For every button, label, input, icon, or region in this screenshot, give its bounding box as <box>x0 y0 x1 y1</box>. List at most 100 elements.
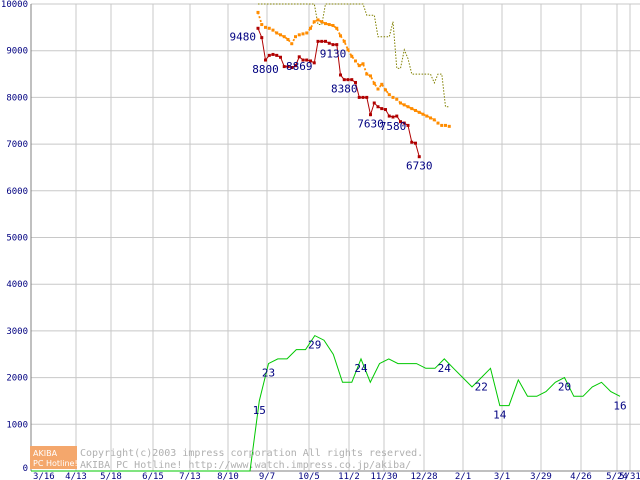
x-tick-label: 3/29 <box>530 472 552 480</box>
logo-text-top: AKIBA <box>33 449 58 458</box>
series-marker-2 <box>279 55 282 59</box>
series-marker-2 <box>346 78 350 82</box>
series-marker-1 <box>391 95 395 99</box>
series-marker-1 <box>365 72 369 76</box>
series-line-1 <box>257 12 450 128</box>
series-marker-2 <box>271 52 275 56</box>
series-marker-1 <box>417 110 421 114</box>
series-marker-1 <box>376 87 380 91</box>
series-marker-1 <box>324 22 327 26</box>
series-marker-2 <box>357 95 361 99</box>
series-marker-1 <box>357 64 361 68</box>
series-marker-1 <box>436 121 440 125</box>
data-label: 24 <box>438 362 452 375</box>
x-tick-label: 12/28 <box>410 472 437 480</box>
series-marker-1 <box>429 116 432 120</box>
y-tick-label: 2000 <box>6 374 28 384</box>
series-marker-1 <box>384 88 387 92</box>
series-marker-2 <box>301 58 305 62</box>
series-marker-1 <box>309 26 312 30</box>
series-marker-2 <box>369 113 372 117</box>
series-marker-1 <box>342 39 346 43</box>
series-marker-1 <box>331 23 335 27</box>
series-marker-1 <box>290 42 294 46</box>
series-marker-2 <box>331 43 335 47</box>
x-tick-label: 4/26 <box>570 472 592 480</box>
series-marker-2 <box>327 41 331 45</box>
data-label: 7580 <box>380 120 407 133</box>
series-marker-2 <box>264 58 267 62</box>
series-marker-2 <box>256 26 260 30</box>
series-marker-1 <box>395 97 399 101</box>
series-marker-1 <box>305 31 309 35</box>
series-marker-2 <box>410 140 414 144</box>
data-label: 15 <box>253 404 266 417</box>
x-tick-label: 10/5 <box>298 472 320 480</box>
x-tick-label: 9/7 <box>259 472 275 480</box>
data-label: 22 <box>475 381 488 394</box>
series-marker-2 <box>380 107 384 111</box>
data-label: 29 <box>308 339 321 352</box>
x-tick-label: 3/16 <box>33 472 55 480</box>
series-marker-2 <box>309 59 312 63</box>
series-marker-2 <box>316 39 320 43</box>
series-marker-1 <box>387 93 391 97</box>
series-marker-1 <box>406 105 410 109</box>
series-line-0 <box>258 3 450 108</box>
series-marker-2 <box>395 114 399 118</box>
series-marker-2 <box>402 121 406 125</box>
y-tick-label: 4000 <box>6 280 28 290</box>
series-line-3 <box>31 334 621 472</box>
series-marker-1 <box>294 35 297 39</box>
data-label: 14 <box>493 409 507 422</box>
data-label: 23 <box>262 367 275 380</box>
series-marker-2 <box>372 101 376 105</box>
x-tick-label: 5/18 <box>100 472 122 480</box>
series-marker-1 <box>320 20 324 24</box>
x-tick-label: 2/1 <box>455 472 471 480</box>
data-label: 6730 <box>406 160 433 173</box>
plot-area <box>31 3 621 472</box>
data-label: 24 <box>354 362 368 375</box>
series-marker-2 <box>260 36 264 40</box>
series-marker-1 <box>361 62 365 66</box>
series-marker-1 <box>425 114 429 118</box>
series-marker-2 <box>354 80 357 84</box>
x-tick-label: 4/13 <box>65 472 87 480</box>
series-marker-1 <box>369 74 372 78</box>
series-marker-1 <box>260 23 264 27</box>
series-marker-1 <box>447 124 451 128</box>
series-marker-2 <box>376 105 380 109</box>
series-marker-2 <box>286 65 290 69</box>
series-marker-1 <box>354 59 357 63</box>
series-marker-2 <box>384 108 387 112</box>
y-tick-label: 9000 <box>6 47 28 57</box>
series-marker-1 <box>410 107 414 111</box>
series-marker-1 <box>275 31 279 35</box>
series-marker-2 <box>305 58 309 62</box>
x-tick-label: 11/30 <box>370 472 397 480</box>
y-tick-label: 6000 <box>6 187 28 197</box>
site-url-text: AKIBA PC Hotline! http://www.watch.impre… <box>80 460 411 471</box>
data-label: 7630 <box>357 118 384 131</box>
series-marker-2 <box>391 115 395 119</box>
x-tick-label: 7/13 <box>179 472 201 480</box>
x-axis: 3/16 4/13 5/18 6/15 7/13 8/10 9/7 10/5 11/2 11/30… <box>31 470 640 480</box>
series-marker-1 <box>286 37 290 41</box>
series-marker-1 <box>327 23 331 27</box>
x-tick-label: 5/24 <box>606 472 628 480</box>
series-marker-1 <box>301 32 305 36</box>
y-tick-label: 3000 <box>6 327 28 337</box>
series-marker-1 <box>297 33 301 37</box>
series-marker-2 <box>417 155 421 159</box>
series-marker-1 <box>399 101 402 105</box>
data-label: 9130 <box>320 48 347 61</box>
series-marker-1 <box>444 123 447 127</box>
series-marker-2 <box>406 123 410 127</box>
series-marker-2 <box>339 73 342 77</box>
series-marker-1 <box>312 20 316 24</box>
series-marker-1 <box>372 81 376 85</box>
watermark: AKIBA PC Hotline! Copyright(c)2003 impre… <box>30 446 423 471</box>
data-label: 16 <box>613 399 626 412</box>
